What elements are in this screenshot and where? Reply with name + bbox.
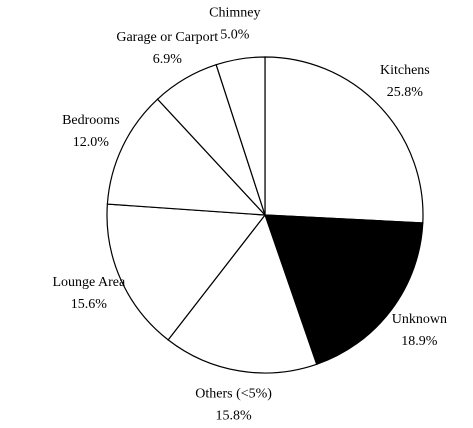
slice-value-label: 25.8% — [387, 85, 424, 100]
pie-slice — [106, 203, 267, 341]
slice-label: Lounge Area — [52, 275, 125, 290]
slice-value-label: 18.9% — [401, 334, 438, 349]
slice-label: Garage or Carport — [116, 30, 218, 45]
slice-label: Others (<5%) — [195, 387, 272, 402]
slice-value-label: 12.0% — [73, 135, 110, 150]
pie-slice — [106, 98, 267, 216]
pie-slice — [264, 56, 424, 224]
slice-label: Unknown — [392, 312, 447, 327]
pie-slice — [264, 214, 424, 366]
slice-value-label: 15.8% — [216, 409, 253, 424]
slice-label: Bedrooms — [62, 113, 120, 128]
slice-value-label: 6.9% — [153, 52, 183, 67]
slice-label: Kitchens — [380, 63, 430, 78]
slice-value-label: 15.6% — [71, 297, 108, 312]
slice-value-label: 5.0% — [220, 28, 250, 43]
pie-slice — [215, 56, 266, 216]
slice-label: Chimney — [209, 6, 260, 21]
pie-slice — [167, 213, 318, 374]
